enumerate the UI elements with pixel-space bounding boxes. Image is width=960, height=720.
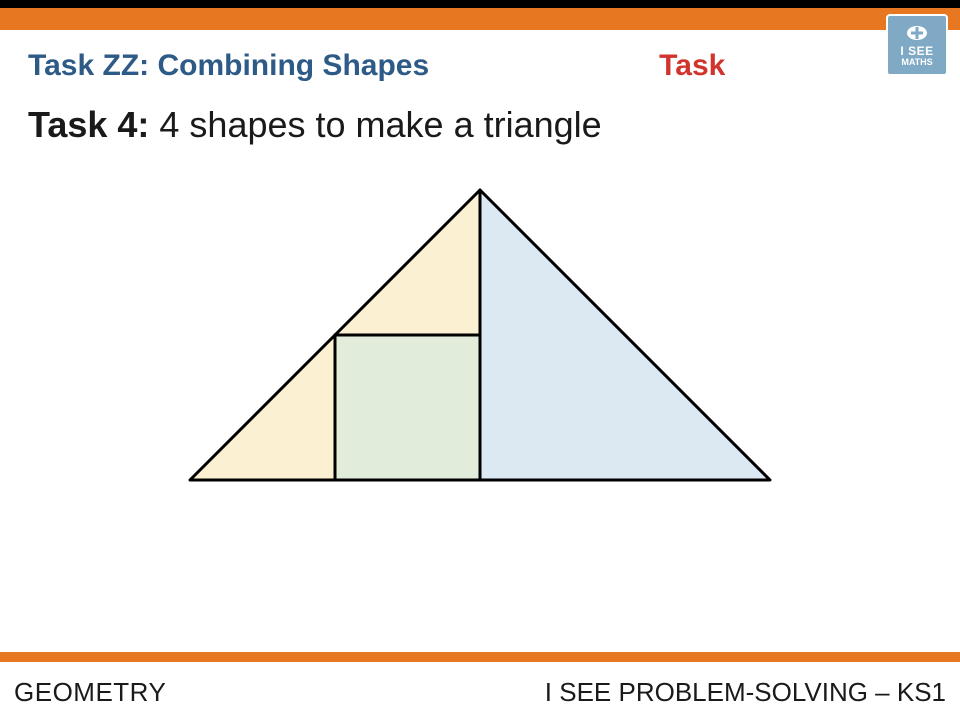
logo-text: I SEE MATHS: [900, 46, 933, 68]
task-label: Task: [659, 49, 725, 83]
subtitle-rest: 4 shapes to make a triangle: [149, 104, 601, 145]
bottom-orange-bar: [0, 652, 960, 662]
footer: GEOMETRY I SEE PROBLEM-SOLVING – KS1: [0, 670, 960, 720]
subtitle: Task 4: 4 shapes to make a triangle: [28, 104, 602, 146]
shape-right-triangle: [480, 190, 770, 480]
shape-upper-left-triangle: [335, 190, 480, 335]
top-black-bar: [0, 0, 960, 8]
header: Task ZZ: Combining Shapes Task: [28, 44, 870, 88]
shape-lower-left-triangle: [190, 335, 335, 480]
subtitle-bold: Task 4:: [28, 104, 149, 145]
diagram-svg: [170, 180, 790, 500]
page-title: Task ZZ: Combining Shapes: [28, 49, 429, 83]
plus-icon: [906, 22, 928, 44]
shape-square: [335, 335, 480, 480]
top-orange-bar: [0, 8, 960, 30]
triangle-diagram: [0, 180, 960, 560]
footer-right: I SEE PROBLEM-SOLVING – KS1: [545, 677, 946, 708]
logo-line2: MATHS: [900, 57, 933, 68]
brand-logo: I SEE MATHS: [886, 14, 948, 76]
footer-left: GEOMETRY: [14, 677, 166, 708]
logo-line1: I SEE: [900, 46, 933, 57]
slide: I SEE MATHS Task ZZ: Combining Shapes Ta…: [0, 0, 960, 720]
